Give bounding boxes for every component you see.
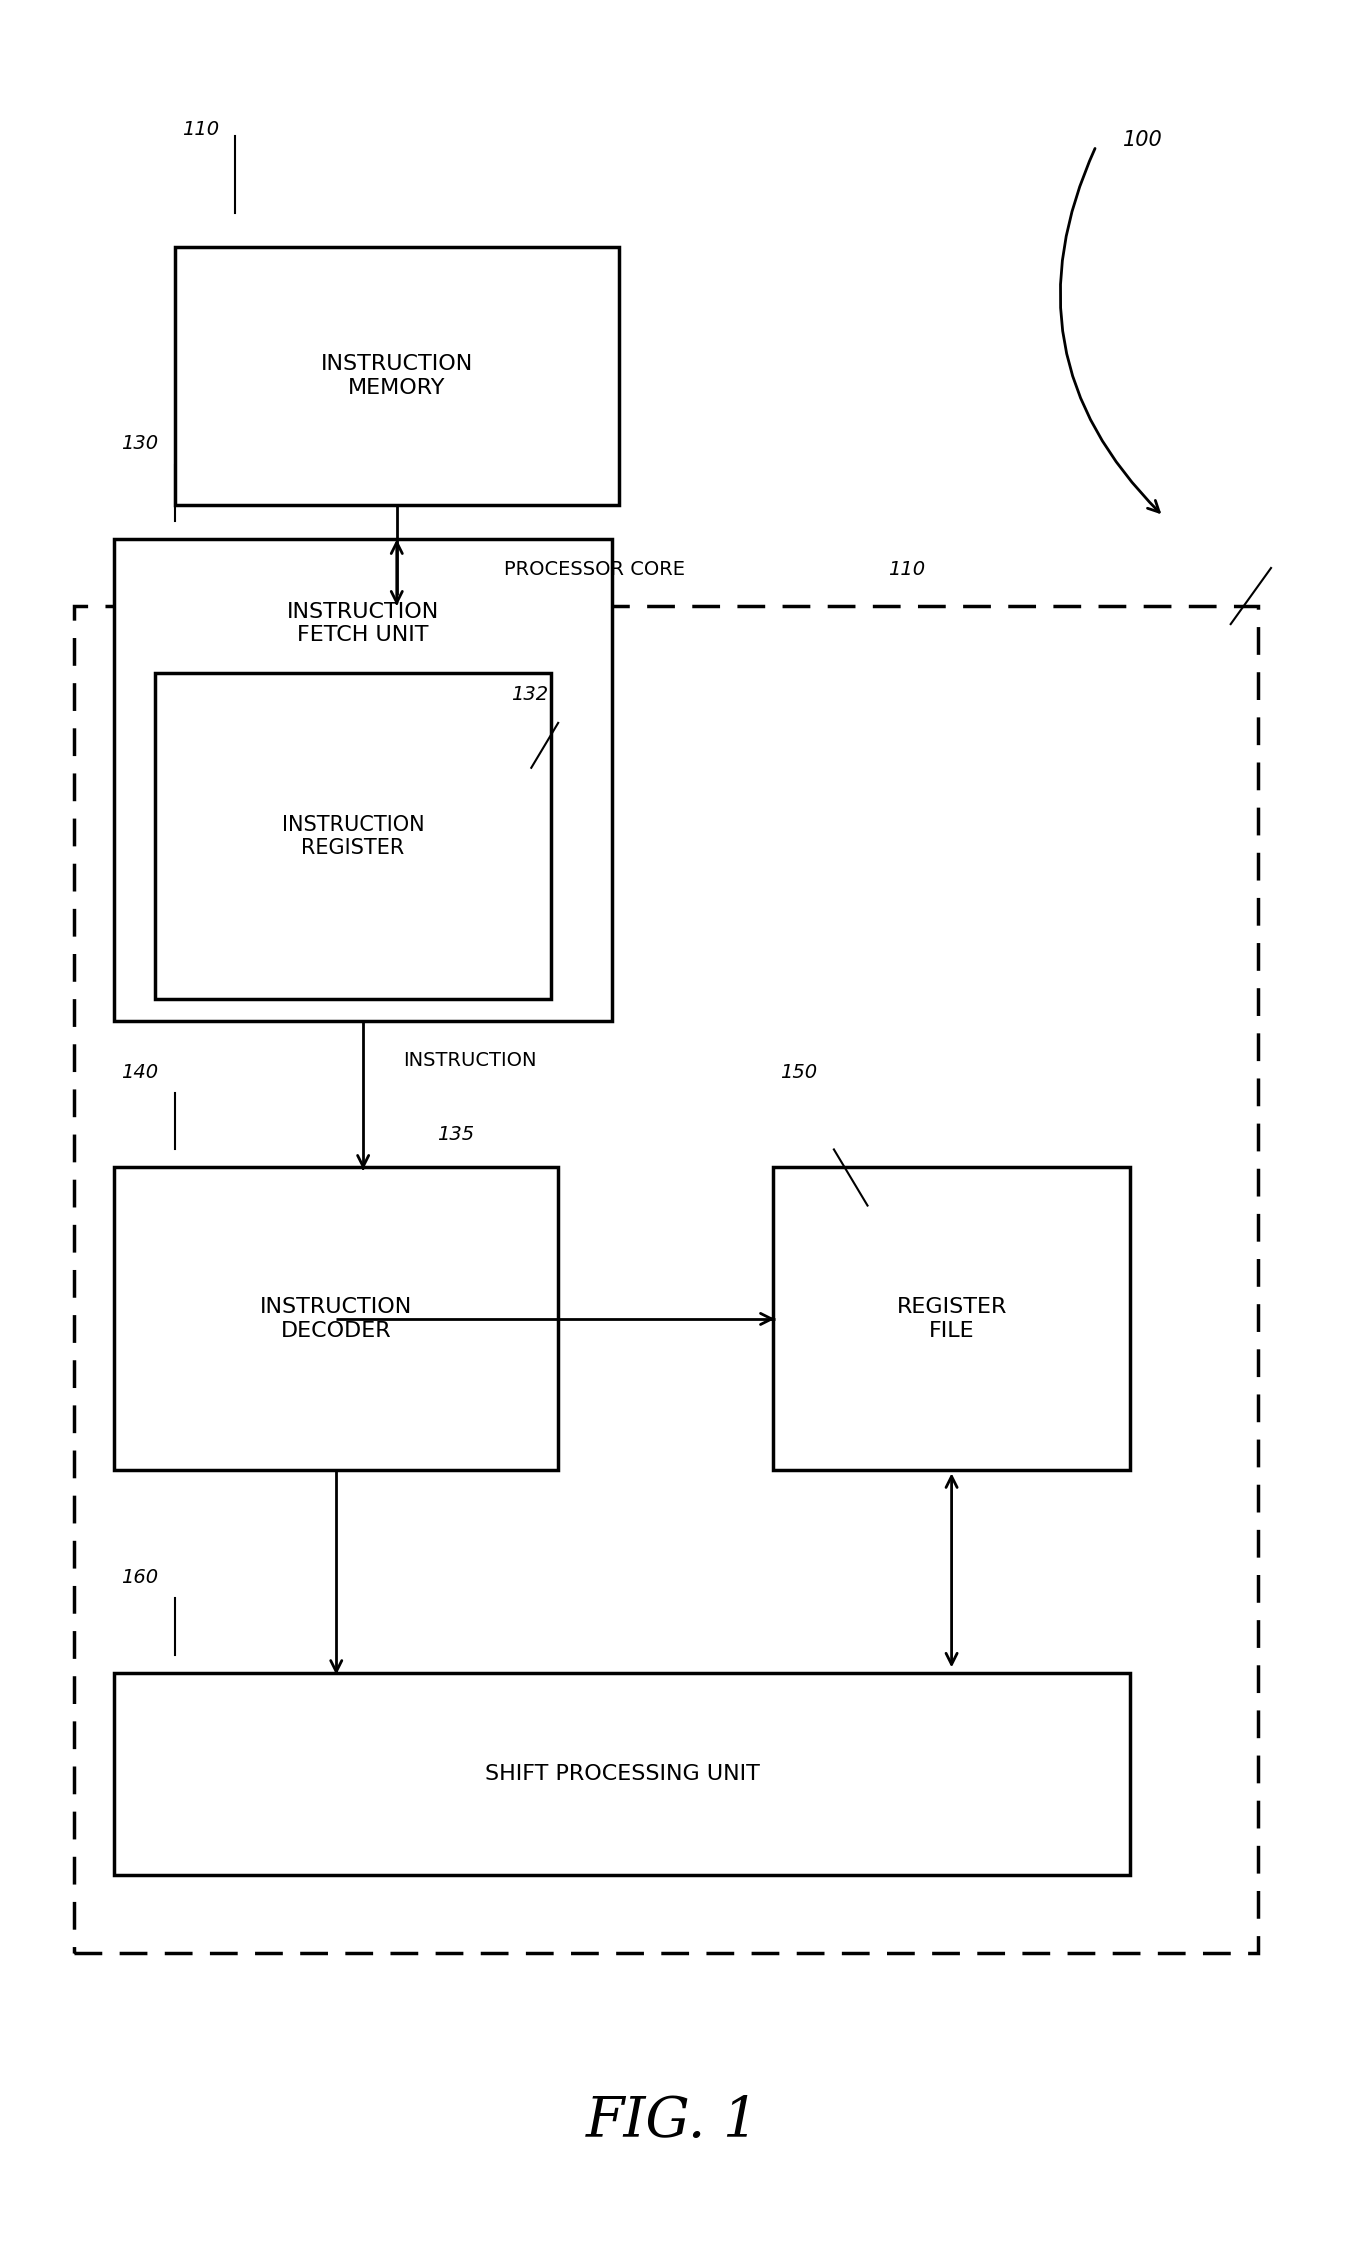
Text: SHIFT PROCESSING UNIT: SHIFT PROCESSING UNIT <box>484 1765 760 1783</box>
Text: 132: 132 <box>511 685 549 705</box>
Text: INSTRUCTION
FETCH UNIT: INSTRUCTION FETCH UNIT <box>286 602 440 644</box>
Text: PROCESSOR CORE: PROCESSOR CORE <box>504 561 686 579</box>
Bar <box>773 1167 1130 1470</box>
Text: 130: 130 <box>121 433 159 453</box>
Bar <box>175 247 619 505</box>
Text: 110: 110 <box>182 119 219 139</box>
Text: FIG. 1: FIG. 1 <box>586 2095 759 2148</box>
Text: 160: 160 <box>121 1567 159 1587</box>
Text: INSTRUCTION
MEMORY: INSTRUCTION MEMORY <box>320 355 473 397</box>
Text: 150: 150 <box>780 1062 818 1082</box>
Bar <box>114 539 612 1021</box>
Text: 135: 135 <box>437 1125 475 1145</box>
Bar <box>114 1673 1130 1875</box>
Bar <box>114 1167 558 1470</box>
Text: 100: 100 <box>1123 130 1163 150</box>
Bar <box>155 674 551 999</box>
Text: INSTRUCTION
REGISTER: INSTRUCTION REGISTER <box>281 815 425 858</box>
Bar <box>74 606 1258 1953</box>
Text: REGISTER
FILE: REGISTER FILE <box>896 1298 1007 1340</box>
Text: 110: 110 <box>888 561 925 579</box>
Text: INSTRUCTION: INSTRUCTION <box>404 1051 537 1071</box>
Text: INSTRUCTION
DECODER: INSTRUCTION DECODER <box>260 1298 413 1340</box>
Text: 140: 140 <box>121 1062 159 1082</box>
